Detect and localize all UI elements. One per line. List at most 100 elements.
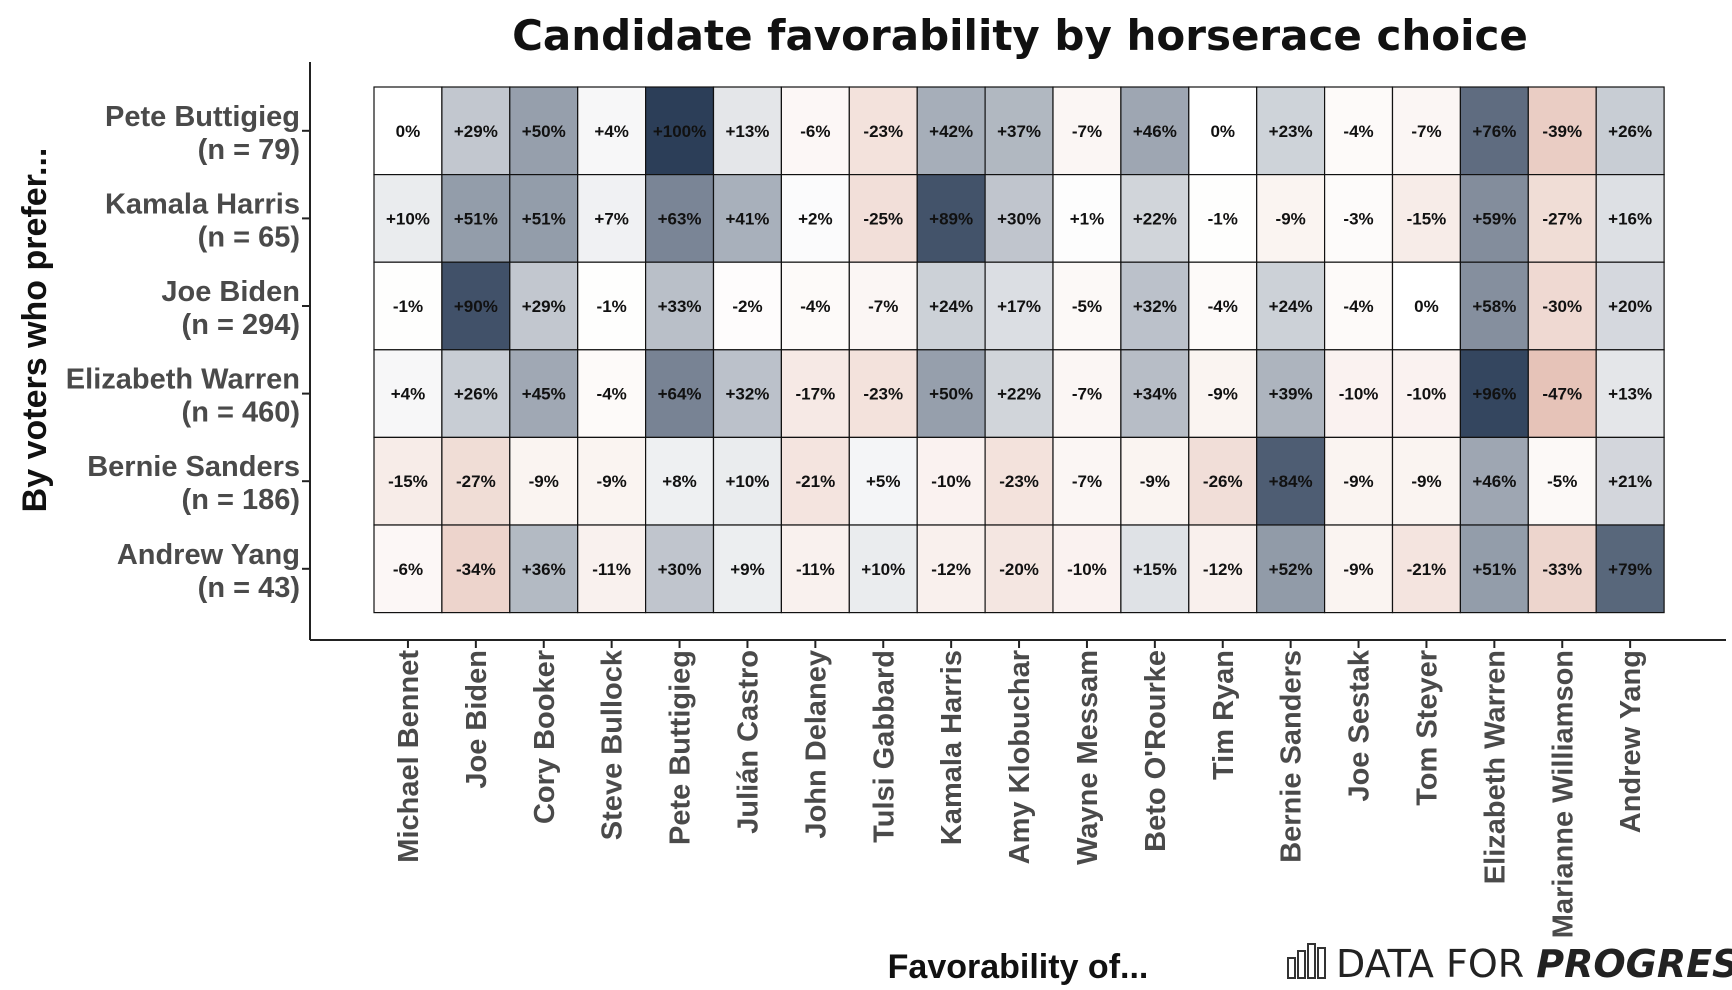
cell-value-label: -30% xyxy=(1542,297,1582,316)
cell-value-label: +4% xyxy=(594,122,629,141)
heatmap-cell xyxy=(1391,524,1462,614)
heatmap-cell xyxy=(1527,261,1597,351)
heatmap-cell xyxy=(1188,524,1258,614)
heatmap-cell xyxy=(509,524,579,614)
cell-value-label: -4% xyxy=(800,297,830,316)
cell-value-label: -27% xyxy=(1542,209,1582,228)
cell-value-label: -21% xyxy=(1407,560,1447,579)
cell-value-label: +2% xyxy=(798,209,833,228)
cell-value-label: +24% xyxy=(929,297,973,316)
cell-value-label: +42% xyxy=(929,122,973,141)
cell-value-label: +51% xyxy=(522,209,566,228)
cell-value-label: +32% xyxy=(725,385,769,404)
cell-value-label: -7% xyxy=(868,297,898,316)
cell-value-label: +100% xyxy=(653,122,706,141)
cell-value-label: -11% xyxy=(796,560,835,579)
column-label: Joe Biden xyxy=(461,650,493,789)
cell-value-label: -9% xyxy=(1411,472,1441,491)
row-label-count: (n = 65) xyxy=(198,221,300,253)
heatmap-cell xyxy=(984,261,1054,351)
heatmap-cell xyxy=(1323,86,1394,176)
row-label-name: Pete Buttigieg xyxy=(105,101,300,133)
heatmap-cell xyxy=(1052,174,1122,263)
cell-value-label: +17% xyxy=(997,297,1041,316)
cell-value-label: +20% xyxy=(1608,297,1652,316)
heatmap-cell xyxy=(1256,174,1326,263)
cell-value-label: -39% xyxy=(1542,122,1582,141)
bar-chart-logo-icon xyxy=(1287,943,1326,979)
cell-value-label: +29% xyxy=(522,297,566,316)
cell-value-label: +22% xyxy=(997,385,1041,404)
heatmap-cell xyxy=(1323,524,1394,614)
column-label: Julián Castro xyxy=(732,650,764,834)
y-axis-title: By voters who prefer... xyxy=(16,148,54,513)
heatmap-cell xyxy=(441,524,511,614)
heatmap-cell xyxy=(441,349,511,438)
column-label: Joe Sestak xyxy=(1344,649,1376,801)
column-label: Tom Steyer xyxy=(1411,650,1443,806)
heatmap-cell xyxy=(441,174,511,263)
cell-value-label: -21% xyxy=(796,472,836,491)
heatmap-cell xyxy=(848,524,918,614)
cell-value-label: -4% xyxy=(1343,122,1373,141)
row-label-count: (n = 43) xyxy=(198,572,300,604)
cell-value-label: +33% xyxy=(658,297,702,316)
cell-value-label: -9% xyxy=(597,472,627,491)
cell-value-label: +64% xyxy=(658,385,702,404)
cell-value-label: +32% xyxy=(1133,297,1177,316)
heatmap-cell xyxy=(712,349,783,438)
heatmap-cell xyxy=(577,86,647,176)
cell-value-label: 0% xyxy=(1210,122,1235,141)
cell-value-label: +5% xyxy=(866,472,901,491)
cell-value-label: +36% xyxy=(522,560,566,579)
column-label: Andrew Yang xyxy=(1615,650,1647,833)
cell-value-label: +84% xyxy=(1269,472,1313,491)
cell-value-label: -10% xyxy=(1339,385,1379,404)
cell-value-label: -1% xyxy=(597,297,627,316)
heatmap-cell xyxy=(848,349,918,438)
heatmap-cell xyxy=(1120,436,1190,526)
column-label: Elizabeth Warren xyxy=(1479,650,1511,884)
cell-value-label: -10% xyxy=(1407,385,1447,404)
cell-value-label: +50% xyxy=(929,385,973,404)
heatmap-cell xyxy=(1459,174,1529,263)
cell-value-label: -7% xyxy=(1072,472,1102,491)
cell-value-label: -17% xyxy=(796,385,836,404)
cell-value-label: +10% xyxy=(861,560,905,579)
axes xyxy=(309,62,1726,641)
heatmap-cell xyxy=(373,86,443,176)
cell-value-label: +51% xyxy=(1472,560,1516,579)
cell-value-label: -7% xyxy=(1072,385,1102,404)
cell-value-label: -5% xyxy=(1072,297,1102,316)
cell-value-label: +26% xyxy=(454,385,498,404)
svg-text:DATA FOR PROGRESS: DATA FOR PROGRESS xyxy=(1336,942,1732,986)
cell-value-label: +41% xyxy=(725,209,769,228)
heatmap-cell xyxy=(1595,349,1665,438)
cell-value-label: +9% xyxy=(730,560,765,579)
heatmap-cell xyxy=(1323,436,1394,526)
cell-value-label: -15% xyxy=(1407,209,1447,228)
heatmap-cell xyxy=(441,436,511,526)
cell-value-label: +10% xyxy=(725,472,769,491)
heatmap-cell xyxy=(1595,174,1665,263)
heatmap-cell xyxy=(1459,524,1529,614)
cell-value-label: -23% xyxy=(863,122,903,141)
column-label: Tim Ryan xyxy=(1208,650,1240,780)
cell-value-label: -4% xyxy=(1208,297,1238,316)
column-label: Bernie Sanders xyxy=(1276,650,1308,863)
cell-value-label: -12% xyxy=(1203,560,1243,579)
cell-value-label: -15% xyxy=(388,472,428,491)
column-label: Kamala Harris xyxy=(936,650,968,845)
heatmap-cell xyxy=(1120,524,1190,614)
cell-value-label: +30% xyxy=(658,560,702,579)
row-label-name: Elizabeth Warren xyxy=(66,364,300,396)
heatmap-cell xyxy=(712,524,783,614)
heatmap-cell xyxy=(984,86,1054,176)
heatmap-cell xyxy=(1052,349,1122,438)
heatmap-cell xyxy=(1527,349,1597,438)
cell-value-label: +58% xyxy=(1472,297,1516,316)
heatmap-cell xyxy=(1120,349,1190,438)
heatmap-cell xyxy=(712,86,783,176)
cell-value-label: -10% xyxy=(931,472,971,491)
